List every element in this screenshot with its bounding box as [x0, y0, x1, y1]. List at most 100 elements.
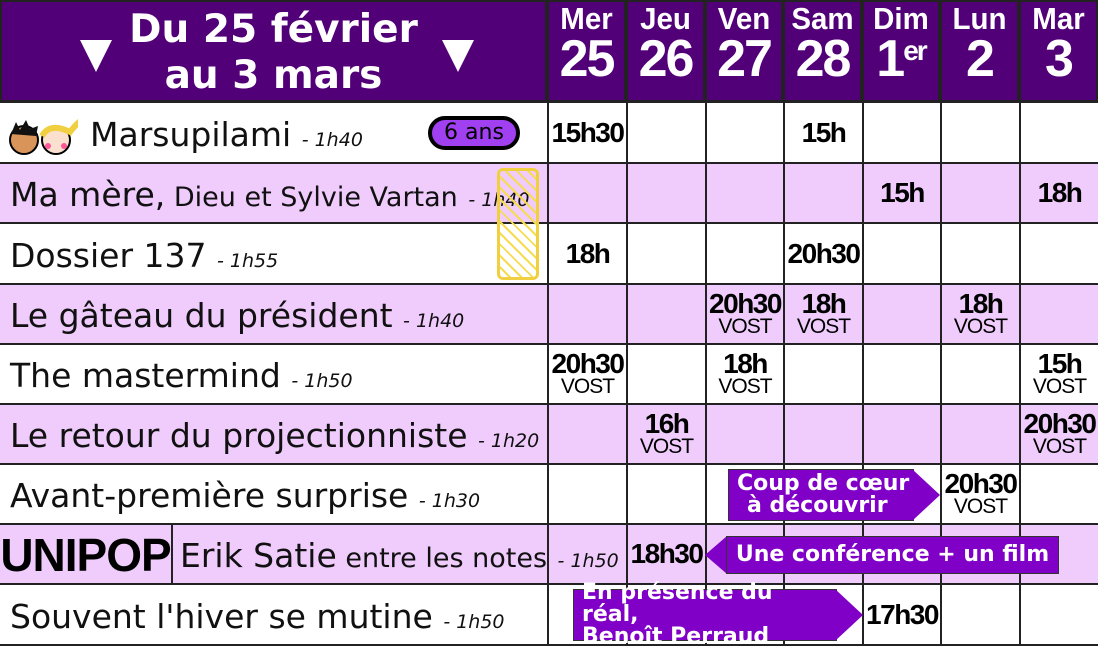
showtime[interactable]: 18h — [1037, 177, 1083, 208]
showtime[interactable]: 20h30 — [551, 348, 625, 379]
show-cell — [547, 405, 626, 463]
show-cell — [940, 585, 1019, 644]
show-cell — [940, 405, 1019, 463]
day-name: Mar — [1032, 1, 1085, 36]
triangle-down-icon — [442, 40, 474, 72]
show-cell — [1019, 103, 1098, 162]
show-cell — [940, 345, 1019, 403]
film-title: Erik Satie entre les notes - 1h50 — [180, 536, 619, 575]
show-cell[interactable]: 15h30 — [547, 103, 626, 162]
film-title: Ma mère, Dieu et Sylvie Vartan - 1h40 — [10, 175, 530, 214]
show-cell[interactable]: 20h30 VOST — [940, 465, 1019, 523]
show-cell — [940, 224, 1019, 283]
show-cell[interactable]: 20h30 VOST — [705, 285, 783, 343]
day-name: Mer — [560, 1, 613, 36]
showtime[interactable]: 20h30 — [709, 288, 782, 319]
show-cell[interactable]: 20h30 — [783, 224, 862, 283]
day-date: 28 — [795, 30, 852, 88]
show-cell[interactable]: 18h30 — [626, 525, 705, 583]
showtime[interactable]: 18h30 — [630, 538, 704, 569]
day-date: 27 — [717, 30, 773, 88]
day-name: Dim — [873, 1, 929, 36]
film-row: Souvent l'hiver se mutine - 1h50 17h30 — [0, 585, 1098, 646]
arrow-right-icon — [835, 589, 863, 641]
vost-label: VOST — [953, 315, 1008, 338]
day-name: Lun — [952, 1, 1007, 36]
triangle-down-icon — [80, 40, 112, 72]
show-cell — [862, 103, 940, 162]
kids-faces-icon — [6, 113, 88, 164]
film-title: Avant-première surprise - 1h30 — [10, 476, 481, 515]
day-name: Sam — [791, 1, 854, 36]
vost-label: VOST — [1032, 435, 1087, 458]
title-line1: Du 25 février — [129, 7, 418, 52]
show-cell[interactable]: 18h — [1019, 164, 1098, 222]
conference-banner: Une conférence + un film — [726, 536, 1059, 574]
show-cell — [547, 164, 626, 222]
show-cell — [940, 164, 1019, 222]
show-cell — [626, 345, 705, 403]
show-cell — [705, 224, 783, 283]
vost-label: VOST — [639, 435, 694, 458]
day-date: 26 — [638, 30, 695, 88]
title-line2: au 3 mars — [164, 53, 383, 98]
show-cell[interactable]: 20h30 VOST — [1019, 405, 1098, 463]
day-date: 2 — [966, 30, 995, 88]
coup-de-coeur-banner: Coup de cœur à découvrir — [728, 469, 914, 521]
showtime[interactable]: 15h — [1037, 348, 1083, 379]
showtime[interactable]: 20h30 — [944, 468, 1018, 499]
day-date: 25 — [559, 30, 616, 88]
showtime[interactable]: 18h — [958, 288, 1004, 319]
showtime[interactable]: 15h30 — [551, 116, 625, 148]
show-cell — [1019, 585, 1098, 644]
show-cell[interactable]: 20h30 VOST — [547, 345, 626, 403]
show-cell — [547, 585, 626, 644]
showtime[interactable]: 16h — [644, 408, 690, 439]
show-cell[interactable]: 18h VOST — [705, 345, 783, 403]
show-cell — [783, 164, 862, 222]
day-name: Ven — [717, 1, 771, 36]
film-title: Le gâteau du président - 1h40 — [10, 296, 465, 335]
showtime[interactable]: 18h — [801, 288, 847, 319]
show-cell — [1019, 224, 1098, 283]
show-cell[interactable]: 18h VOST — [783, 285, 862, 343]
show-cell[interactable]: 16h VOST — [626, 405, 705, 463]
showtime[interactable]: 20h30 — [1023, 408, 1097, 439]
showtime[interactable]: 18h — [565, 237, 611, 269]
film-title: Souvent l'hiver se mutine - 1h50 — [10, 597, 505, 636]
day-header-lun: Lun 2 — [940, 0, 1019, 103]
film-row: Marsupilami - 1h40 15h30 15h — [0, 103, 1098, 164]
presence-banner: En présence du réal, Benoît Perraud — [573, 582, 837, 648]
film-title: Dossier 137 - 1h55 — [10, 236, 279, 275]
show-cell — [862, 224, 940, 283]
vost-label: VOST — [560, 375, 615, 398]
showtime[interactable]: 15h — [801, 116, 847, 148]
day-header-mar: Mar 3 — [1019, 0, 1098, 103]
showtime[interactable]: 15h — [880, 177, 925, 208]
show-cell — [862, 405, 940, 463]
show-cell — [862, 285, 940, 343]
day-date: 3 — [1045, 30, 1074, 88]
day-header-dim: Dim 1er — [862, 0, 940, 103]
show-cell — [705, 465, 783, 523]
show-cell — [705, 164, 783, 222]
show-cell[interactable]: 17h30 — [862, 585, 940, 644]
show-cell[interactable]: 18h VOST — [940, 285, 1019, 343]
vost-label: VOST — [953, 495, 1008, 518]
showtime[interactable]: 18h — [723, 348, 768, 379]
unipop-logo: UNIPOP — [0, 525, 173, 585]
showtime[interactable]: 17h30 — [866, 598, 939, 630]
show-cell[interactable]: 15h — [783, 103, 862, 162]
day-date: 1er — [876, 30, 927, 88]
showtime[interactable]: 20h30 — [787, 237, 861, 269]
show-cell — [705, 103, 783, 162]
show-cell[interactable]: 15h — [862, 164, 940, 222]
vost-label: VOST — [796, 315, 851, 338]
day-name: Jeu — [640, 1, 691, 36]
week-title: Du 25 février au 3 mars — [0, 0, 547, 103]
show-cell[interactable]: 15h VOST — [1019, 345, 1098, 403]
show-cell — [783, 345, 862, 403]
show-cell[interactable]: 18h — [547, 224, 626, 283]
film-row: Le retour du projectionniste - 1h20 16h VO… — [0, 405, 1098, 465]
film-row: The mastermind - 1h50 20h30 VOST 18h VOST 15h… — [0, 345, 1098, 405]
